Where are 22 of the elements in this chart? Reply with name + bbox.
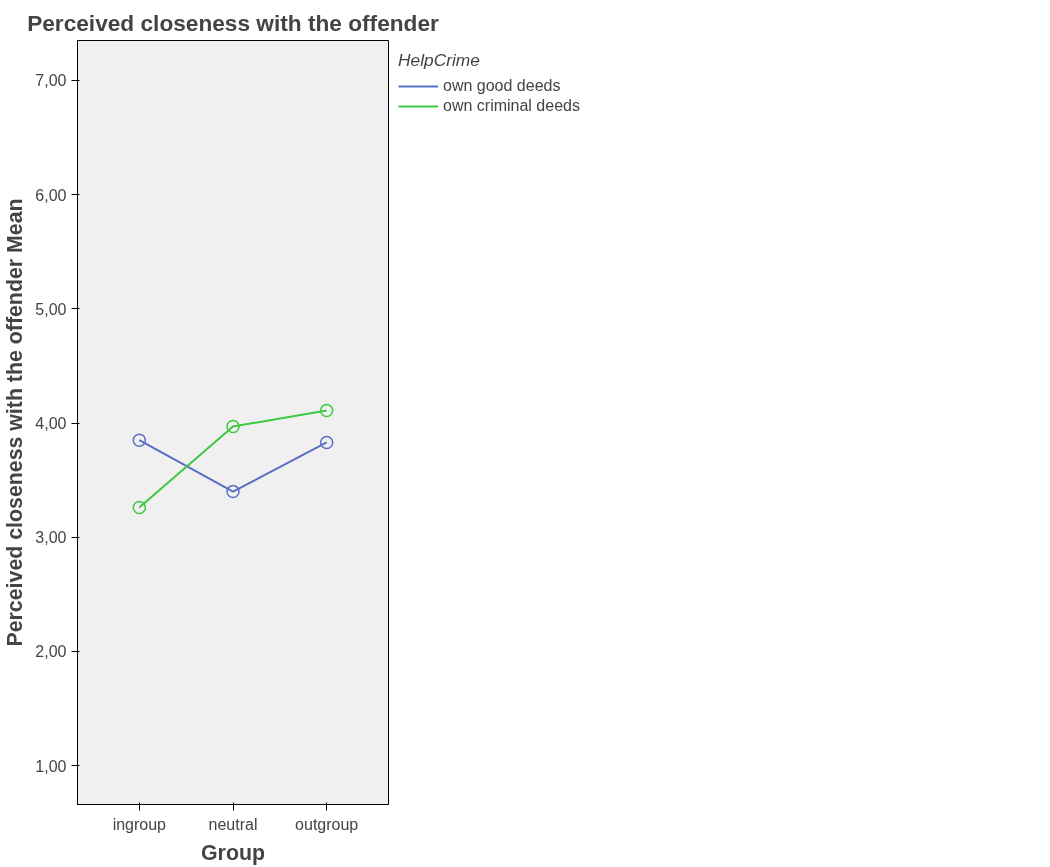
y-axis-title: Perceived closeness with the offender Mean — [3, 198, 28, 647]
point — [132, 500, 147, 515]
legend-label: own criminal deeds — [443, 97, 580, 115]
x-axis-title: Group — [201, 840, 265, 865]
point — [132, 433, 147, 447]
legend-label: own good deeds — [443, 77, 561, 95]
y-tick-label: 7,00 — [35, 72, 67, 90]
legend-title: HelpCrime — [398, 50, 481, 71]
y-tick-label: 1,00 — [35, 757, 67, 775]
x-tick-label: ingroup — [112, 815, 167, 833]
x-tick-label: outgroup — [295, 815, 359, 833]
x-tick-label: neutral — [208, 815, 258, 833]
point — [319, 435, 334, 450]
y-tick-label: 2,00 — [35, 643, 67, 661]
chart-title: Perceived closeness with the offender — [27, 9, 440, 36]
point — [226, 484, 240, 499]
point — [226, 419, 240, 434]
y-tick-label: 3,00 — [35, 529, 67, 547]
y-tick-label: 5,00 — [35, 300, 67, 318]
y-tick-label: 4,00 — [35, 415, 67, 433]
y-tick-label: 6,00 — [35, 186, 67, 204]
point — [319, 403, 334, 418]
